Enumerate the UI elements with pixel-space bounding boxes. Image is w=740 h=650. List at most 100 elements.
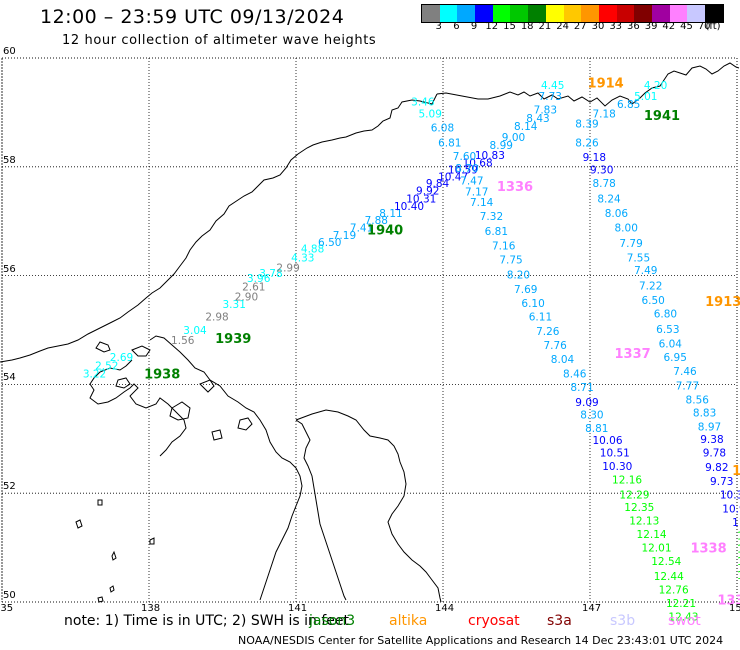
wave-height-value: 12.35 (624, 502, 654, 514)
wave-height-value: 8.70 (455, 163, 478, 175)
wave-height-value: 7.76 (543, 340, 567, 352)
wave-height-value: 3.46 (411, 97, 435, 109)
satellite-pass: 1941 (644, 109, 680, 124)
wave-height-value: 7.14 (470, 197, 494, 209)
wave-height-value: 8.20 (507, 270, 530, 282)
footer-credit: NOAA/NESDIS Center for Satellite Applica… (238, 634, 724, 647)
wave-height-value: 7.83 (534, 105, 557, 117)
wave-height-value: 6.81 (438, 137, 461, 149)
wave-height-value: 8.81 (585, 423, 608, 435)
wave-height-value: 7.47 (460, 175, 483, 187)
satellite-pass: 3.222.522.69 1938 (83, 352, 180, 382)
wave-height-value: 7.88 (365, 215, 388, 227)
longitude-label: 150 (729, 603, 740, 614)
wave-height-value: 8.56 (686, 395, 710, 407)
wave-height-value: 7.77 (676, 380, 699, 392)
wave-height-value: 12.13 (629, 515, 659, 527)
wave-height-value: 9.09 (575, 397, 598, 409)
wave-height-value: 9.73 (710, 476, 733, 488)
shantar-islands (95, 341, 253, 441)
colorbar-swatch (598, 5, 617, 22)
wave-height-value: 10.94 (722, 503, 740, 515)
wave-height-value: 9.18 (583, 152, 606, 164)
wave-height-value: 12 (737, 570, 740, 582)
colorbar-swatch (439, 5, 458, 22)
wave-height-value: 8.06 (605, 208, 629, 220)
small-islets (75, 499, 155, 603)
wave-height-value: 10.51 (600, 447, 630, 459)
wave-height-value: 7.16 (492, 241, 516, 253)
wave-height-value: 8.30 (580, 409, 603, 421)
satellite-legend-item: s3b (610, 613, 636, 629)
amur-bay-coast (149, 335, 303, 601)
satellite-pass: 6.106.11 7.26 7.76 8.04 8.468.71 9.098.30 8.81… (521, 298, 671, 555)
colorbar-tick-label: 39 (644, 21, 658, 32)
colorbar-swatch (475, 5, 493, 22)
wave-height-value: 6.80 (654, 309, 677, 321)
wave-height-value: 6.50 (641, 295, 664, 307)
colorbar-tick-label: 21 (538, 21, 552, 32)
wave-height-value: 12.16 (612, 475, 642, 487)
wave-height-value: 10.47 (438, 172, 468, 184)
colorbar-tick-label: 70 (697, 21, 711, 32)
wave-height-value: 2.99 (276, 262, 299, 274)
latitude-label: 58 (3, 154, 16, 166)
wave-height-value: 9.30 (590, 165, 613, 177)
latitude-label: 54 (3, 372, 16, 384)
wave-height-value: 12.54 (651, 556, 681, 568)
colorbar-tick-label: 45 (680, 21, 693, 32)
wave-height-value: 7.22 (639, 280, 662, 292)
wave-height-value: 8.99 (490, 140, 513, 152)
pass-time-label: 1914 (588, 76, 624, 91)
wave-height-value: 3.78 (259, 268, 282, 280)
wave-height-value: 6.10 (521, 298, 544, 310)
wave-height-value: 7.79 (619, 238, 642, 250)
wave-height-value: 7.73 (539, 91, 562, 103)
satellite-pass: 4.334.886.507.197.417.888.1110.4010.319.… (291, 80, 564, 264)
colorbar-tick-label: 30 (591, 21, 605, 32)
colorbar-tick-label: 15 (503, 21, 516, 32)
wave-height-value: 12.43 (668, 612, 698, 624)
pass-time-label: 1913 (705, 295, 740, 310)
satellite-legend-item: swot (668, 613, 701, 629)
wave-height-value: 12.06 (737, 531, 740, 543)
wave-height-value: 7.49 (634, 265, 657, 277)
wave-height-value: 1.56 (171, 335, 195, 347)
wave-height-value: 6.08 (431, 123, 454, 135)
pass-time-label: 1940 (367, 223, 403, 238)
colorbar-swatch (457, 5, 476, 22)
colorbar-tick-label: 9 (470, 21, 478, 32)
wave-height-value: 8.04 (551, 354, 575, 366)
colorbar-tick-label: 3 (435, 21, 442, 32)
map-subtitle: 12 hour collection of altimeter wave hei… (62, 33, 377, 48)
sakhalin-east-coast (295, 409, 442, 603)
colorbar-swatch (563, 5, 582, 22)
wave-height-value: 2.90 (235, 291, 258, 303)
longitude-label: 144 (435, 603, 455, 614)
longitude-label: 141 (288, 603, 308, 614)
colorbar-tick-label: 42 (662, 21, 676, 32)
pass-time-label: 1338 (690, 542, 726, 557)
latitude-label: 50 (3, 590, 16, 601)
wave-height-value: 10.68 (463, 157, 493, 169)
colorbar-tick-label: 33 (609, 21, 623, 32)
colorbar-swatch (528, 5, 546, 22)
satellite-tracks: 3.222.522.69 1938 1.563.04 2.983.312.902.61… (83, 76, 740, 623)
pass-time-label: 1337 (615, 347, 651, 362)
colorbar-tick-label: 27 (573, 21, 587, 32)
colorbar-swatch (545, 5, 564, 22)
wave-height-value: 7.41 (350, 223, 373, 235)
wave-height-value: 8.43 (526, 113, 549, 125)
map-frame (1, 57, 738, 603)
colorbar-swatch (705, 5, 723, 22)
satellite-legend-item: altika (389, 613, 428, 629)
pass-time-label: 1339 (717, 593, 740, 608)
map-title: 12:00 – 23:59 UTC 09/13/2024 (40, 6, 345, 28)
wave-height-value: 12.21 (666, 598, 696, 610)
footer-note-text: note: 1) Time is in UTC; 2) SWH is in fe… (64, 613, 350, 629)
colorbar-swatch (581, 5, 599, 22)
wave-height-value: 12.01 (641, 543, 671, 555)
wave-height-value: 10.40 (394, 201, 424, 213)
colorbar-swatch (616, 5, 635, 22)
